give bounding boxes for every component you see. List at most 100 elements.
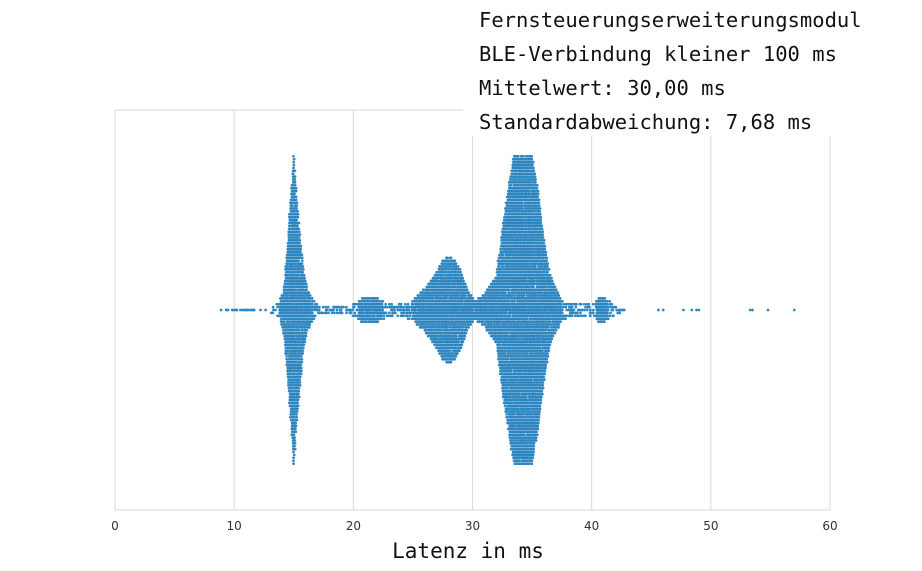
data-point [464,283,467,286]
data-point [291,204,294,207]
data-point [306,329,309,332]
data-point [297,274,300,277]
data-point [509,314,512,317]
data-point [298,222,301,225]
data-point [464,294,467,297]
data-point [390,303,393,306]
data-point [297,216,300,219]
data-point [300,364,303,367]
data-point [462,326,465,329]
data-point [293,439,296,442]
data-point [295,416,298,419]
data-point [295,204,298,207]
data-point [407,303,410,306]
data-point [463,335,466,338]
data-point [432,297,435,300]
data-point [299,375,302,378]
data-point [293,158,296,161]
data-point [293,454,296,457]
data-point [391,314,394,317]
data-point [465,332,468,335]
data-point [311,297,314,300]
data-point [296,407,299,410]
data-point [295,413,298,416]
data-point [294,288,297,291]
data-point [295,198,298,201]
data-point [318,306,321,309]
data-point [295,190,298,193]
points-layer [220,155,796,465]
data-point [341,312,344,315]
data-point [322,306,325,309]
data-point [302,346,305,349]
data-point [513,300,516,303]
data-point [345,312,348,315]
data-point [316,303,319,306]
data-point [298,230,301,233]
data-point [455,335,458,338]
data-point [296,210,299,213]
data-point [294,428,297,431]
data-point [296,201,299,204]
data-point [301,254,304,257]
data-point [422,288,425,291]
data-point [305,332,308,335]
data-point [402,314,405,317]
data-point [412,303,415,306]
data-point [297,399,300,402]
data-point [460,346,463,349]
data-point [295,425,298,428]
data-point [301,352,304,355]
data-point [300,370,303,373]
data-point [381,303,384,306]
data-point [288,225,291,228]
data-point [409,314,412,317]
data-point [305,283,308,286]
data-point [470,294,473,297]
data-point [446,256,449,259]
data-point [396,314,399,317]
data-point [308,291,311,294]
data-point [305,285,308,288]
data-point [293,436,296,439]
data-point [285,355,288,358]
data-point [506,387,509,390]
data-point [297,213,300,216]
data-point [410,312,413,315]
data-point [299,384,302,387]
data-point [301,256,304,259]
data-point [513,294,516,297]
data-point [385,312,388,315]
data-point [297,393,300,396]
data-point [453,259,456,262]
data-point [299,233,302,236]
data-point [380,317,383,320]
data-point [508,288,511,291]
data-point [381,309,384,312]
data-point [293,178,296,181]
data-point [299,239,302,242]
data-point [450,361,453,364]
data-point [220,309,223,312]
data-point [292,462,295,465]
data-point [300,372,303,375]
data-point [504,352,507,355]
data-point [297,227,300,230]
data-point [295,419,298,422]
data-point [499,343,502,346]
data-point [460,343,463,346]
data-point [292,457,295,460]
data-point [294,175,297,178]
data-point [293,193,296,196]
data-point [457,265,460,268]
data-point [400,303,403,306]
data-point [321,312,324,315]
data-point [340,309,343,312]
data-point [456,352,459,355]
data-point [300,245,303,248]
data-point [303,343,306,346]
data-point [350,312,353,315]
data-point [455,262,458,265]
data-point [311,309,314,312]
